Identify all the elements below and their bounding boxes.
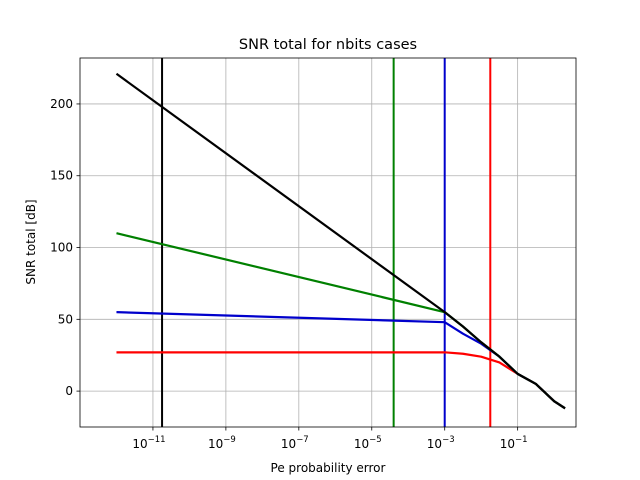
y-axis-label: SNR total [dB] (24, 199, 38, 284)
axis-ticks: 10−11 10−9 10−7 10−5 10−3 10−1 0 50 100 150 200 (50, 97, 527, 451)
y-tick-label: 50 (58, 312, 73, 326)
series-line (116, 351, 566, 410)
x-axis-label: Pe probability error (271, 461, 386, 475)
x-tick-label: 10−11 (132, 435, 165, 451)
y-tick-label: 0 (65, 384, 73, 398)
chart-title: SNR total for nbits cases (239, 37, 417, 53)
x-tick-label: 10−5 (354, 435, 382, 451)
series-line (115, 72, 566, 410)
y-tick-label: 150 (50, 169, 73, 183)
vertical-lines (161, 58, 492, 427)
y-tick-label: 200 (50, 97, 73, 111)
series-line (116, 311, 566, 410)
x-tick-label: 10−7 (281, 435, 309, 451)
series-line (116, 232, 566, 410)
x-tick-label: 10−9 (208, 435, 236, 451)
plot-frame (79, 57, 577, 428)
series-lines (115, 72, 566, 410)
x-tick-label: 10−1 (500, 435, 528, 451)
y-tick-label: 100 (50, 241, 73, 255)
x-tick-label: 10−3 (427, 435, 455, 451)
